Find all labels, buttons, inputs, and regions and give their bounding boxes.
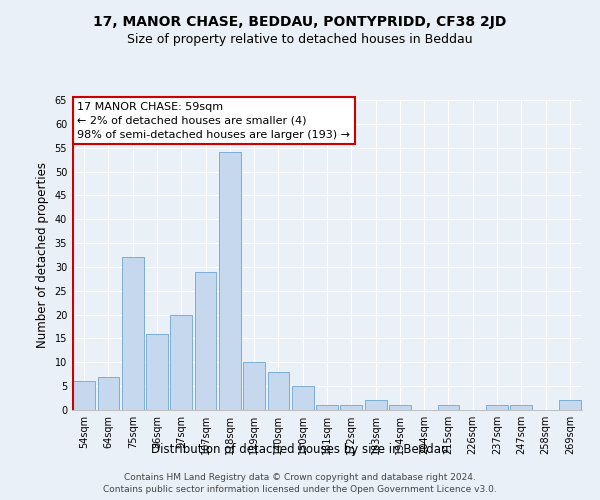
Bar <box>340 405 362 410</box>
Bar <box>268 372 289 410</box>
Bar <box>559 400 581 410</box>
Bar <box>170 314 192 410</box>
Y-axis label: Number of detached properties: Number of detached properties <box>36 162 49 348</box>
Bar <box>219 152 241 410</box>
Text: Distribution of detached houses by size in Beddau: Distribution of detached houses by size … <box>151 442 449 456</box>
Bar <box>122 258 143 410</box>
Bar <box>194 272 217 410</box>
Bar <box>365 400 386 410</box>
Text: Contains HM Land Registry data © Crown copyright and database right 2024.: Contains HM Land Registry data © Crown c… <box>124 472 476 482</box>
Bar <box>243 362 265 410</box>
Bar <box>97 376 119 410</box>
Text: 17 MANOR CHASE: 59sqm
← 2% of detached houses are smaller (4)
98% of semi-detach: 17 MANOR CHASE: 59sqm ← 2% of detached h… <box>77 102 350 140</box>
Bar <box>511 405 532 410</box>
Bar <box>437 405 460 410</box>
Text: Contains public sector information licensed under the Open Government Licence v3: Contains public sector information licen… <box>103 485 497 494</box>
Text: 17, MANOR CHASE, BEDDAU, PONTYPRIDD, CF38 2JD: 17, MANOR CHASE, BEDDAU, PONTYPRIDD, CF3… <box>94 15 506 29</box>
Text: Size of property relative to detached houses in Beddau: Size of property relative to detached ho… <box>127 32 473 46</box>
Bar <box>292 386 314 410</box>
Bar <box>73 382 95 410</box>
Bar <box>146 334 168 410</box>
Bar <box>486 405 508 410</box>
Bar <box>316 405 338 410</box>
Bar <box>389 405 411 410</box>
